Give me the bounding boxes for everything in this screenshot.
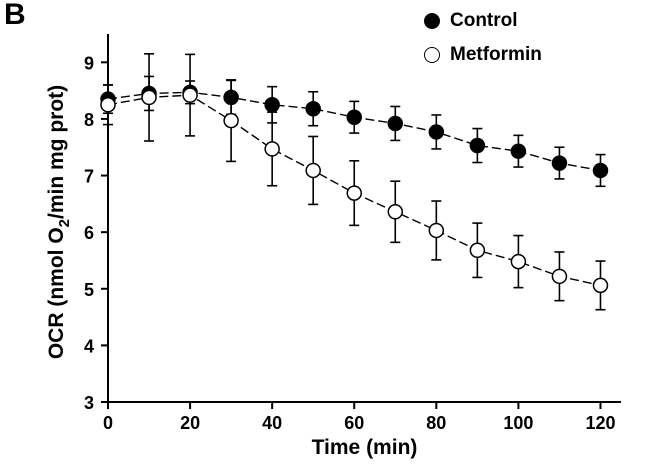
legend-marker-metformin (424, 47, 440, 63)
data-point-metformin-40 (264, 141, 280, 157)
data-point-control-40 (264, 97, 280, 113)
data-point-control-30 (223, 89, 239, 106)
data-point-metformin-50 (305, 162, 321, 179)
legend-marker-control (424, 13, 440, 29)
y-axis-label-part-1: OCR (nmol O (45, 227, 68, 359)
panel-label: B (4, 0, 26, 31)
data-point-metformin-20 (182, 87, 198, 103)
x-tick-label-100: 100 (503, 413, 533, 433)
data-point-control-50 (305, 100, 321, 117)
data-point-metformin-90 (469, 242, 486, 259)
data-point-control-90 (469, 137, 486, 154)
y-tick-label-8: 8 (84, 110, 94, 130)
data-point-metformin-110 (551, 268, 568, 285)
y-tick-label-9: 9 (84, 53, 94, 73)
x-tick-label-40: 40 (262, 413, 282, 433)
data-point-control-110 (551, 155, 568, 171)
y-axis-label: OCR (nmol O2/min mg prot) (45, 85, 73, 359)
x-tick-label-120: 120 (585, 413, 615, 433)
data-point-control-100 (510, 143, 527, 159)
data-point-control-70 (387, 115, 404, 132)
x-tick-label-60: 60 (344, 413, 364, 433)
y-tick-label-7: 7 (84, 167, 94, 187)
x-tick-label-80: 80 (426, 413, 446, 433)
x-tick-label-0: 0 (103, 413, 113, 433)
y-tick-label-6: 6 (84, 223, 94, 243)
legend-label-control: Control (450, 10, 518, 31)
y-tick-label-3: 3 (84, 393, 94, 413)
y-axis-label-subscript: 2 (56, 219, 73, 227)
data-point-control-80 (428, 124, 445, 140)
legend-label-metformin: Metformin (450, 44, 542, 65)
data-point-metformin-30 (223, 112, 239, 129)
data-point-metformin-10 (141, 89, 157, 106)
data-point-metformin-0 (100, 97, 116, 113)
x-axis-label: Time (min) (312, 436, 418, 459)
legend-item-control: Control (424, 4, 542, 38)
x-tick-label-20: 20 (180, 413, 200, 433)
data-point-metformin-120 (592, 277, 609, 294)
data-point-metformin-80 (428, 222, 445, 239)
data-point-metformin-60 (346, 185, 362, 201)
y-axis-label-part-2: /min mg prot) (45, 85, 68, 219)
data-point-control-120 (592, 162, 609, 179)
legend: Control Metformin (424, 4, 542, 72)
data-point-metformin-70 (387, 204, 404, 220)
data-point-metformin-100 (510, 253, 527, 270)
y-tick-label-4: 4 (84, 336, 94, 356)
legend-item-metformin: Metformin (424, 38, 542, 72)
data-point-control-60 (346, 109, 362, 125)
y-tick-label-5: 5 (84, 280, 94, 300)
